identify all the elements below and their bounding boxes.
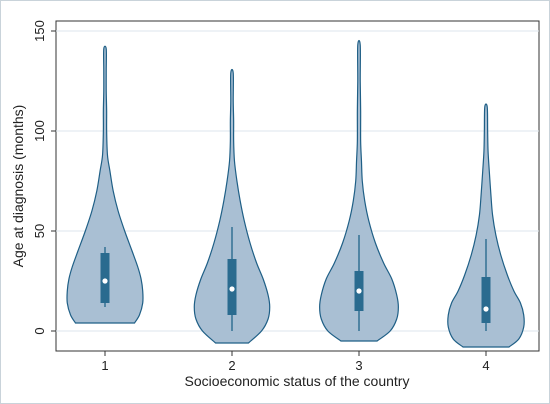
- y-tick-label: 150: [32, 20, 47, 42]
- violin-shape: [66, 45, 144, 324]
- y-tick-label: 100: [32, 120, 47, 142]
- median-point: [102, 278, 108, 284]
- violin-box: [481, 277, 491, 323]
- violin-group-1: [66, 45, 144, 324]
- y-tick-label: 0: [32, 327, 47, 334]
- y-axis-ticks: 0 50 100 150: [32, 20, 56, 335]
- x-tick-label: 3: [355, 358, 362, 373]
- violin-shape: [447, 103, 525, 348]
- violin-shape: [319, 39, 399, 342]
- x-tick-label: 2: [228, 358, 235, 373]
- violin-group-3: [319, 39, 399, 342]
- y-tick-label: 50: [32, 224, 47, 238]
- violin-group-4: [447, 103, 525, 348]
- violin-group-2: [193, 68, 271, 344]
- x-tick-label: 4: [482, 358, 489, 373]
- median-point: [229, 286, 235, 292]
- x-tick-label: 1: [101, 358, 108, 373]
- x-axis-ticks: 1 2 3 4: [101, 351, 490, 373]
- violin-shape: [193, 68, 271, 344]
- violin-box: [100, 253, 110, 303]
- violins: [66, 39, 525, 348]
- y-axis-title: Age at diagnosis (months): [10, 105, 26, 268]
- median-point: [483, 306, 489, 312]
- x-axis-title: Socioeconomic status of the country: [185, 373, 410, 389]
- median-point: [356, 288, 362, 294]
